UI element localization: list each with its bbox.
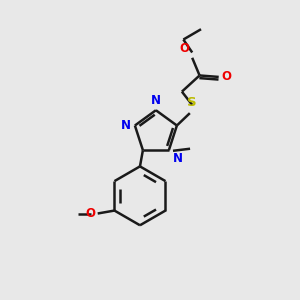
Text: O: O [85, 207, 95, 220]
Text: N: N [121, 119, 131, 132]
Text: O: O [179, 42, 189, 55]
Text: N: N [173, 152, 183, 165]
Text: N: N [151, 94, 161, 107]
Text: O: O [222, 70, 232, 83]
Text: S: S [188, 96, 197, 109]
